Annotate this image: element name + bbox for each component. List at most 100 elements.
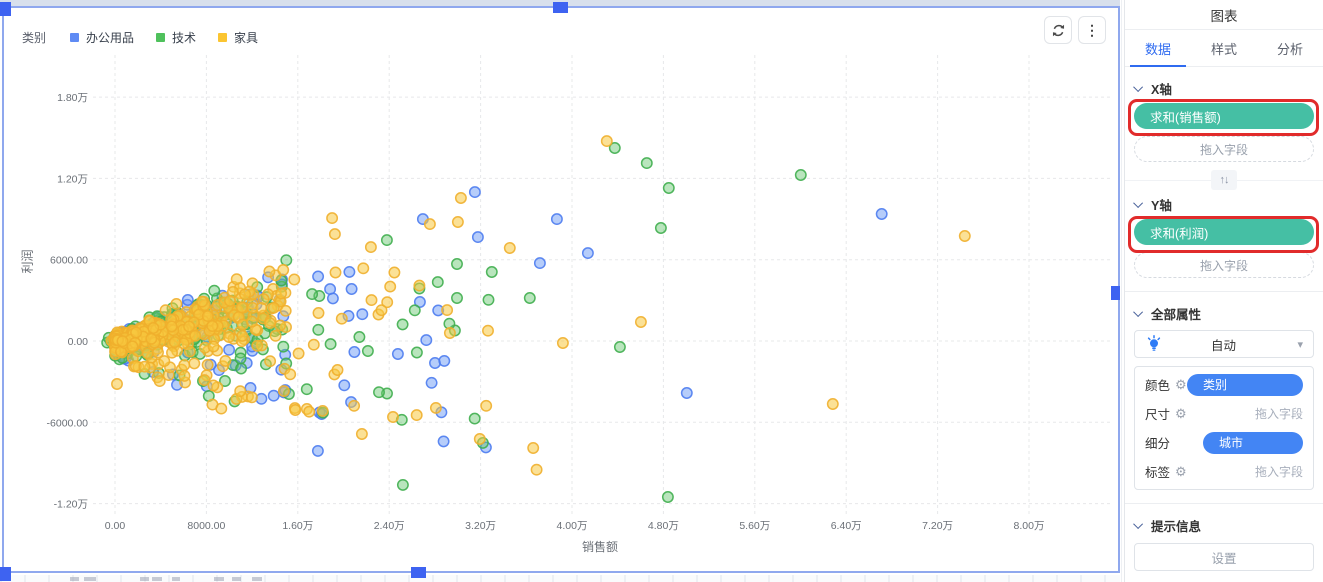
color-property-row: 颜色 ⚙ 类别 — [1145, 370, 1303, 399]
size-drop-placeholder[interactable]: 拖入字段 — [1254, 407, 1303, 421]
resize-handle-top-middle[interactable] — [553, 2, 568, 13]
below-widget-fragment — [152, 577, 162, 581]
swap-arrows-icon: ↑↓ — [1219, 174, 1230, 186]
x-axis-drop-zone[interactable]: 拖入字段 — [1134, 136, 1314, 162]
label-property-row: 标签 ⚙ 拖入字段 — [1145, 457, 1303, 486]
tooltip-section-header[interactable]: 提示信息 — [1133, 516, 1314, 534]
more-options-button[interactable]: ⋮ — [1078, 16, 1106, 44]
tooltip-settings-button[interactable]: 设置 — [1134, 543, 1314, 571]
svg-text:0.00: 0.00 — [105, 520, 126, 532]
size-property-row: 尺寸 ⚙ 拖入字段 — [1145, 399, 1303, 428]
legend-item-office[interactable]: 办公用品 — [70, 29, 134, 46]
legend-item-furniture[interactable]: 家具 — [218, 29, 258, 46]
svg-text:7.20万: 7.20万 — [922, 520, 953, 532]
svg-text:1.80万: 1.80万 — [57, 92, 88, 104]
below-widget-fragment — [140, 577, 149, 581]
gear-icon[interactable]: ⚙ — [1175, 406, 1187, 421]
svg-text:1.60万: 1.60万 — [282, 520, 313, 532]
selection-border-left — [2, 6, 4, 573]
legend-label: 办公用品 — [86, 30, 135, 45]
legend-title: 类别 — [22, 30, 47, 45]
scatter-plot[interactable]: 0.00 8000.00 1.60万 2.40万 3.20万 4.00万 4.80万 5.60… — [0, 0, 1120, 582]
swap-axes-button[interactable]: ↑↓ — [1211, 170, 1237, 190]
label-label: 标签 — [1145, 466, 1171, 480]
panel-title: 图表 — [1125, 0, 1323, 30]
selection-border-bottom — [0, 571, 1120, 573]
y-axis-drop-zone[interactable]: 拖入字段 — [1134, 252, 1314, 278]
properties-box: 颜色 ⚙ 类别 尺寸 ⚙ 拖入字段 细分 城市 — [1134, 366, 1314, 490]
refresh-button[interactable] — [1044, 16, 1072, 44]
resize-handle-bottom-middle[interactable] — [411, 567, 426, 578]
chart-type-auto-select[interactable]: 自动 ▾ — [1134, 330, 1314, 358]
svg-text:-6000.00: -6000.00 — [47, 417, 89, 429]
detail-label: 细分 — [1145, 437, 1171, 451]
kebab-menu-icon: ⋮ — [1085, 22, 1099, 38]
resize-handle-bottom-left[interactable] — [0, 567, 11, 581]
widget-toolbar: ⋮ — [1044, 16, 1106, 44]
chevron-down-icon — [1133, 81, 1144, 92]
legend-swatch-blue — [70, 32, 80, 42]
all-properties-section-header[interactable]: 全部属性 — [1133, 304, 1314, 322]
x-axis-section-header[interactable]: X轴 — [1133, 79, 1314, 97]
svg-text:5.60万: 5.60万 — [739, 520, 770, 532]
svg-text:6.40万: 6.40万 — [831, 520, 862, 532]
detail-property-row: 细分 城市 — [1145, 428, 1303, 457]
svg-text:4.80万: 4.80万 — [648, 520, 679, 532]
y-axis-section-header[interactable]: Y轴 — [1133, 195, 1314, 213]
tooltip-section-label: 提示信息 — [1151, 519, 1202, 534]
svg-text:8000.00: 8000.00 — [187, 520, 225, 532]
all-properties-label: 全部属性 — [1151, 307, 1202, 322]
color-label: 颜色 — [1145, 379, 1171, 393]
chevron-down-icon — [1133, 518, 1144, 529]
panel-tabs: 数据 样式 分析 — [1125, 30, 1323, 67]
divider — [1125, 503, 1323, 504]
gear-icon[interactable]: ⚙ — [1175, 377, 1187, 392]
size-label: 尺寸 — [1145, 408, 1171, 422]
tab-style[interactable]: 样式 — [1210, 41, 1237, 57]
below-widget-fragment — [172, 577, 180, 581]
svg-text:8.00万: 8.00万 — [1014, 520, 1045, 532]
detail-field-pill[interactable]: 城市 — [1203, 431, 1303, 454]
partial-widget-below — [0, 575, 1120, 582]
legend-swatch-green — [156, 32, 166, 42]
chart-config-panel: 图表 数据 样式 分析 X轴 求和(销售额) 拖入字段 ↑↓ Y轴 求和(利润)… — [1124, 0, 1323, 582]
swap-axes-row: ↑↓ — [1125, 168, 1323, 192]
resize-handle-top-left[interactable] — [0, 2, 11, 16]
y-axis-title: 利润 — [20, 249, 35, 274]
y-axis-field-pill[interactable]: 求和(利润) — [1134, 219, 1314, 245]
divider — [1125, 291, 1323, 292]
svg-text:0.00: 0.00 — [68, 336, 89, 348]
resize-handle-right-middle[interactable] — [1111, 286, 1120, 300]
gear-icon[interactable]: ⚙ — [1175, 464, 1187, 479]
legend-label: 技术 — [172, 30, 197, 45]
panel-divider — [1121, 0, 1122, 582]
chevron-down-icon: ▾ — [1297, 338, 1303, 351]
chevron-down-icon — [1133, 197, 1144, 208]
legend: 类别 办公用品 技术 家具 — [22, 28, 280, 46]
below-widget-fragment — [252, 577, 262, 581]
tab-data[interactable]: 数据 — [1125, 30, 1191, 67]
label-drop-placeholder[interactable]: 拖入字段 — [1254, 465, 1303, 479]
tab-analysis[interactable]: 分析 — [1276, 41, 1303, 57]
legend-label: 家具 — [234, 30, 259, 45]
legend-item-technology[interactable]: 技术 — [156, 29, 196, 46]
x-axis-section-label: X轴 — [1151, 82, 1172, 97]
svg-text:-1.20万: -1.20万 — [54, 499, 88, 511]
svg-text:2.40万: 2.40万 — [374, 520, 405, 532]
lightbulb-icon — [1147, 335, 1161, 351]
svg-text:3.20万: 3.20万 — [465, 520, 496, 532]
svg-text:4.00万: 4.00万 — [557, 520, 588, 532]
below-widget-fragment — [232, 577, 241, 581]
legend-swatch-yellow — [218, 32, 228, 42]
below-widget-fragment — [84, 577, 96, 581]
y-axis-section-label: Y轴 — [1151, 198, 1172, 213]
svg-text:1.20万: 1.20万 — [57, 173, 88, 185]
below-widget-fragment — [70, 577, 79, 581]
x-axis-title: 销售额 — [581, 540, 618, 554]
x-axis-field-pill[interactable]: 求和(销售额) — [1134, 103, 1314, 129]
svg-text:6000.00: 6000.00 — [50, 255, 88, 267]
color-field-pill[interactable]: 类别 — [1187, 373, 1303, 396]
refresh-icon — [1052, 24, 1064, 36]
chart-widget[interactable]: 类别 办公用品 技术 家具 — [0, 0, 1120, 582]
